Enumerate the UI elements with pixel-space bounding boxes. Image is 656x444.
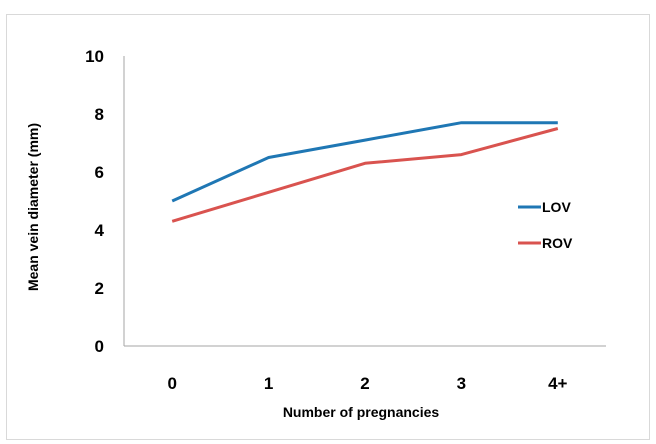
x-tick-label: 1 xyxy=(264,374,273,393)
series-line-lov xyxy=(171,121,558,203)
legend: LOV ROV xyxy=(518,199,573,251)
y-tick-label: 2 xyxy=(95,279,104,298)
y-tick-label: 8 xyxy=(95,105,104,124)
legend-label-lov: LOV xyxy=(542,199,571,215)
y-axis-title: Mean vein diameter (mm) xyxy=(25,123,41,291)
x-tick-label: 4+ xyxy=(548,374,567,393)
axes xyxy=(123,56,606,347)
y-tick-label: 6 xyxy=(95,163,104,182)
x-tick-labels: 0 1 2 3 4+ xyxy=(167,374,567,393)
x-tick-label: 0 xyxy=(167,374,176,393)
x-axis-title: Number of pregnancies xyxy=(283,404,440,420)
y-tick-label: 10 xyxy=(85,47,104,66)
series-lines xyxy=(171,121,559,223)
y-tick-label: 0 xyxy=(95,337,104,356)
y-tick-labels: 0 2 4 6 8 10 xyxy=(85,47,104,356)
chart-frame xyxy=(6,14,650,440)
x-tick-label: 3 xyxy=(457,374,466,393)
x-tick-label: 2 xyxy=(360,374,369,393)
series-line-rov xyxy=(171,127,559,223)
legend-label-rov: ROV xyxy=(542,235,573,251)
y-tick-label: 4 xyxy=(95,221,105,240)
